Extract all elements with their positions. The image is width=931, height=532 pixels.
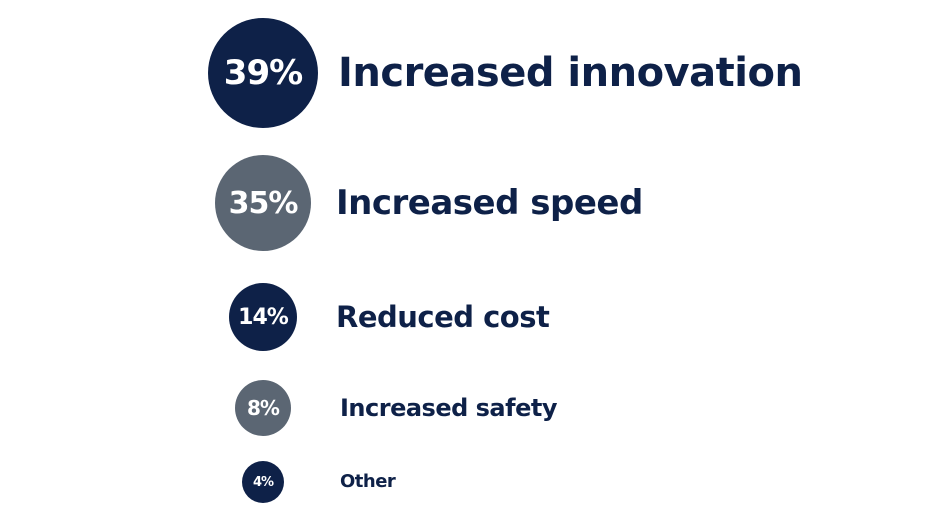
category-label: Other [340, 471, 396, 492]
bubble-mark: 39% [208, 18, 318, 128]
bubble-mark: 4% [242, 461, 284, 503]
category-label: Increased safety [340, 394, 557, 422]
category-label: Increased innovation [338, 50, 803, 96]
category-label: Reduced cost [336, 299, 550, 334]
category-label: Increased speed [336, 183, 643, 223]
bubble-mark: 35% [215, 155, 311, 251]
bubble-mark: 8% [235, 380, 291, 436]
bubble-mark: 14% [229, 283, 297, 351]
